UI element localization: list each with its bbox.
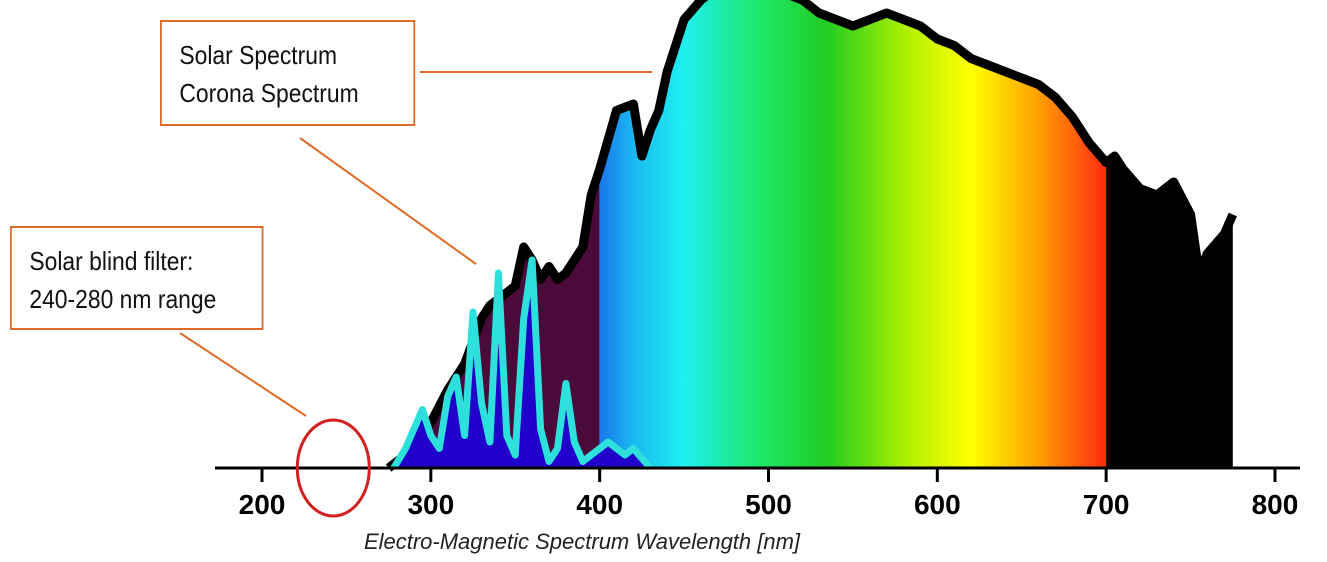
- x-tick-label: 800: [1252, 489, 1299, 520]
- x-axis-label: Electro-Magnetic Spectrum Wavelength [nm…: [364, 529, 801, 554]
- x-tick-label: 300: [407, 489, 454, 520]
- solar-spectrum-area: [389, 0, 1233, 468]
- callout-solar-label: Solar Spectrum: [179, 36, 413, 74]
- x-tick-label: 700: [1083, 489, 1130, 520]
- callout-leader-filter: [180, 333, 306, 416]
- x-tick-label: 400: [576, 489, 623, 520]
- x-tick-label: 200: [239, 489, 286, 520]
- x-tick-label: 600: [914, 489, 961, 520]
- callout-leader-corona: [300, 138, 476, 264]
- callout-filter-title: Solar blind filter:: [29, 242, 261, 280]
- callout-solar-blind-filter: Solar blind filter: 240-280 nm range: [10, 226, 263, 330]
- callout-corona-label: Corona Spectrum: [179, 74, 413, 112]
- x-axis: 200 300 400 500 600 700 800: [215, 468, 1300, 520]
- x-tick-label: 500: [745, 489, 792, 520]
- callout-solar-corona: Solar Spectrum Corona Spectrum: [160, 20, 415, 126]
- callout-filter-range: 240-280 nm range: [29, 280, 261, 318]
